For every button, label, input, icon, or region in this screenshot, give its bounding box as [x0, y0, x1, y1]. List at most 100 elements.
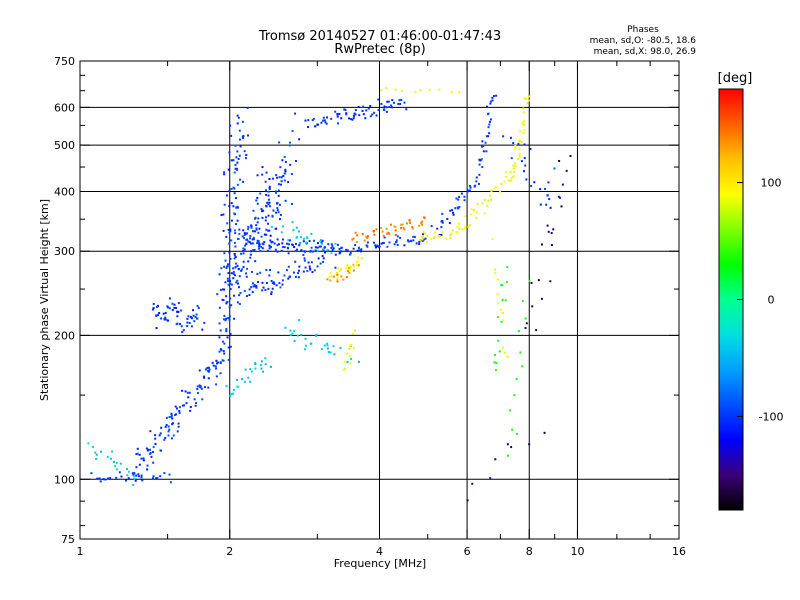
data-point — [253, 249, 256, 252]
y-tick-label: 75 — [61, 533, 75, 546]
data-point — [354, 109, 357, 112]
data-point — [208, 368, 211, 371]
data-point — [421, 238, 424, 241]
data-point — [235, 167, 238, 170]
data-point — [109, 457, 112, 460]
data-point — [393, 225, 396, 228]
data-point — [486, 204, 489, 207]
data-point — [343, 108, 346, 111]
data-point — [309, 250, 312, 253]
data-point — [221, 340, 224, 343]
data-point — [369, 105, 372, 108]
data-point — [248, 294, 251, 297]
data-point — [321, 248, 324, 251]
data-point — [237, 301, 240, 304]
data-point — [357, 264, 360, 267]
data-point — [286, 242, 289, 245]
data-point — [318, 245, 321, 248]
data-point — [260, 235, 263, 238]
data-point — [202, 375, 205, 378]
data-point — [320, 121, 323, 124]
data-point — [298, 242, 301, 245]
data-point — [259, 364, 262, 367]
chart-title: Tromsø 20140527 01:46:00-01:47:43 — [258, 29, 501, 44]
data-point — [472, 209, 475, 212]
data-point — [237, 286, 240, 289]
data-point — [411, 225, 414, 228]
data-point — [298, 265, 301, 268]
data-point — [496, 293, 499, 296]
data-point — [302, 240, 305, 243]
data-point — [410, 239, 413, 242]
data-point — [365, 244, 368, 247]
data-point — [279, 166, 282, 169]
data-point — [366, 245, 369, 248]
data-point — [152, 451, 155, 454]
data-point — [343, 360, 346, 363]
data-point — [355, 260, 358, 263]
stats-x-mode: mean, sd,X: 98.0, 26.9 — [594, 47, 697, 57]
data-point — [236, 205, 239, 208]
data-point — [203, 386, 206, 389]
data-point — [237, 116, 240, 119]
data-point — [163, 472, 166, 475]
data-point — [383, 105, 386, 108]
data-point — [234, 266, 237, 269]
data-point — [345, 266, 348, 269]
data-point — [326, 278, 329, 281]
data-point — [241, 120, 244, 123]
data-point — [176, 430, 179, 433]
data-point — [168, 473, 171, 476]
data-point — [349, 355, 352, 358]
data-point — [399, 226, 402, 229]
data-point — [488, 132, 491, 135]
data-point — [329, 271, 332, 274]
data-point — [242, 266, 245, 269]
data-point — [346, 250, 349, 253]
data-point — [328, 276, 331, 279]
data-point — [250, 370, 253, 373]
data-point — [526, 102, 529, 105]
data-point — [360, 248, 363, 251]
data-point — [357, 246, 360, 249]
data-point — [230, 134, 233, 137]
data-point — [99, 450, 102, 453]
data-point — [250, 226, 253, 229]
data-point — [399, 236, 402, 239]
data-point — [237, 282, 240, 285]
data-point — [244, 244, 247, 247]
data-point — [186, 391, 189, 394]
data-point — [493, 361, 496, 364]
data-point — [177, 422, 180, 425]
data-point — [228, 315, 231, 318]
data-point — [196, 385, 199, 388]
data-point — [350, 343, 353, 346]
data-point — [497, 339, 500, 342]
data-point — [495, 94, 498, 97]
data-point — [412, 235, 415, 238]
data-point — [160, 317, 163, 320]
data-point — [377, 108, 380, 111]
data-point — [523, 128, 526, 131]
data-point — [205, 367, 208, 370]
data-point — [281, 279, 284, 282]
data-point — [395, 239, 398, 242]
data-point — [155, 477, 158, 480]
data-point — [102, 478, 105, 481]
data-point — [336, 277, 339, 280]
data-point — [490, 118, 493, 121]
data-point — [312, 117, 315, 120]
data-point — [226, 336, 229, 339]
data-point — [396, 235, 399, 238]
data-point — [227, 263, 230, 266]
data-point — [135, 466, 138, 469]
data-point — [352, 269, 355, 272]
data-point — [319, 239, 322, 242]
data-point — [224, 319, 227, 322]
data-point — [141, 479, 144, 482]
data-point — [230, 392, 233, 395]
data-point — [282, 174, 285, 177]
stats-box: Phases mean, sd,O: -80.5, 18.6 mean, sd,… — [590, 25, 697, 57]
data-point — [281, 245, 284, 248]
x-tick-label: 10 — [570, 545, 584, 558]
